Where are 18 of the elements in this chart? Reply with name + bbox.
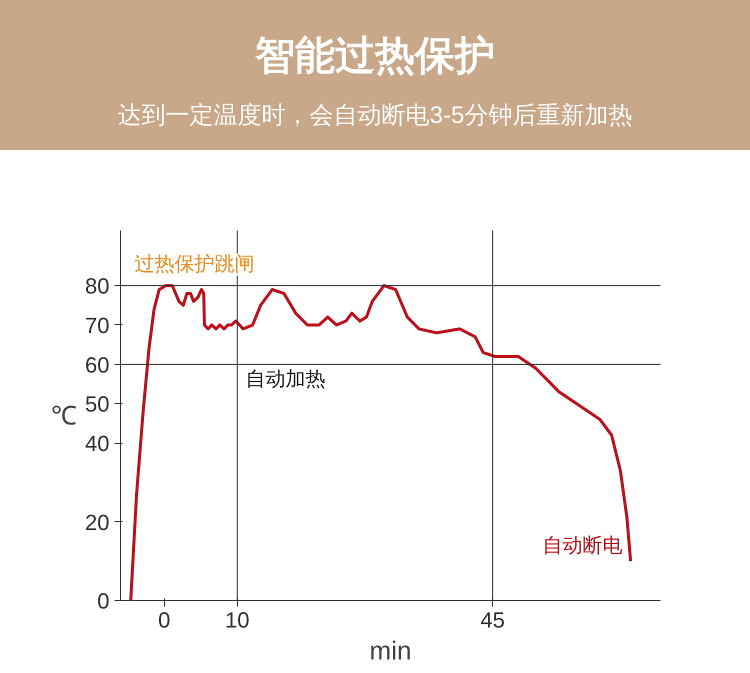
- annotation: 过热保护跳闸: [134, 254, 255, 276]
- line-series: [129, 284, 632, 600]
- y-tick-label: 80: [85, 274, 110, 299]
- y-axis-title: ℃: [51, 400, 78, 430]
- y-tick-label: 50: [85, 392, 110, 417]
- annotation: 自动断电: [542, 535, 623, 558]
- x-axis-title: min: [370, 636, 412, 666]
- y-tick-label: 60: [85, 352, 110, 378]
- x-tick-label: 10: [225, 608, 250, 632]
- y-tick-label: 0: [97, 588, 110, 614]
- chart-subtitle: 达到一定温度时，会自动断电3-5分钟后重新加热: [116, 101, 634, 132]
- x-tick-label: 0: [158, 608, 170, 632]
- chart-title: 智能过热保护: [254, 33, 496, 80]
- y-tick-label: 20: [85, 510, 110, 535]
- x-tick-label: 45: [480, 608, 505, 632]
- y-tick-label: 70: [85, 312, 110, 338]
- y-tick-label: 40: [85, 431, 110, 456]
- annotation: 自动加热: [245, 368, 326, 390]
